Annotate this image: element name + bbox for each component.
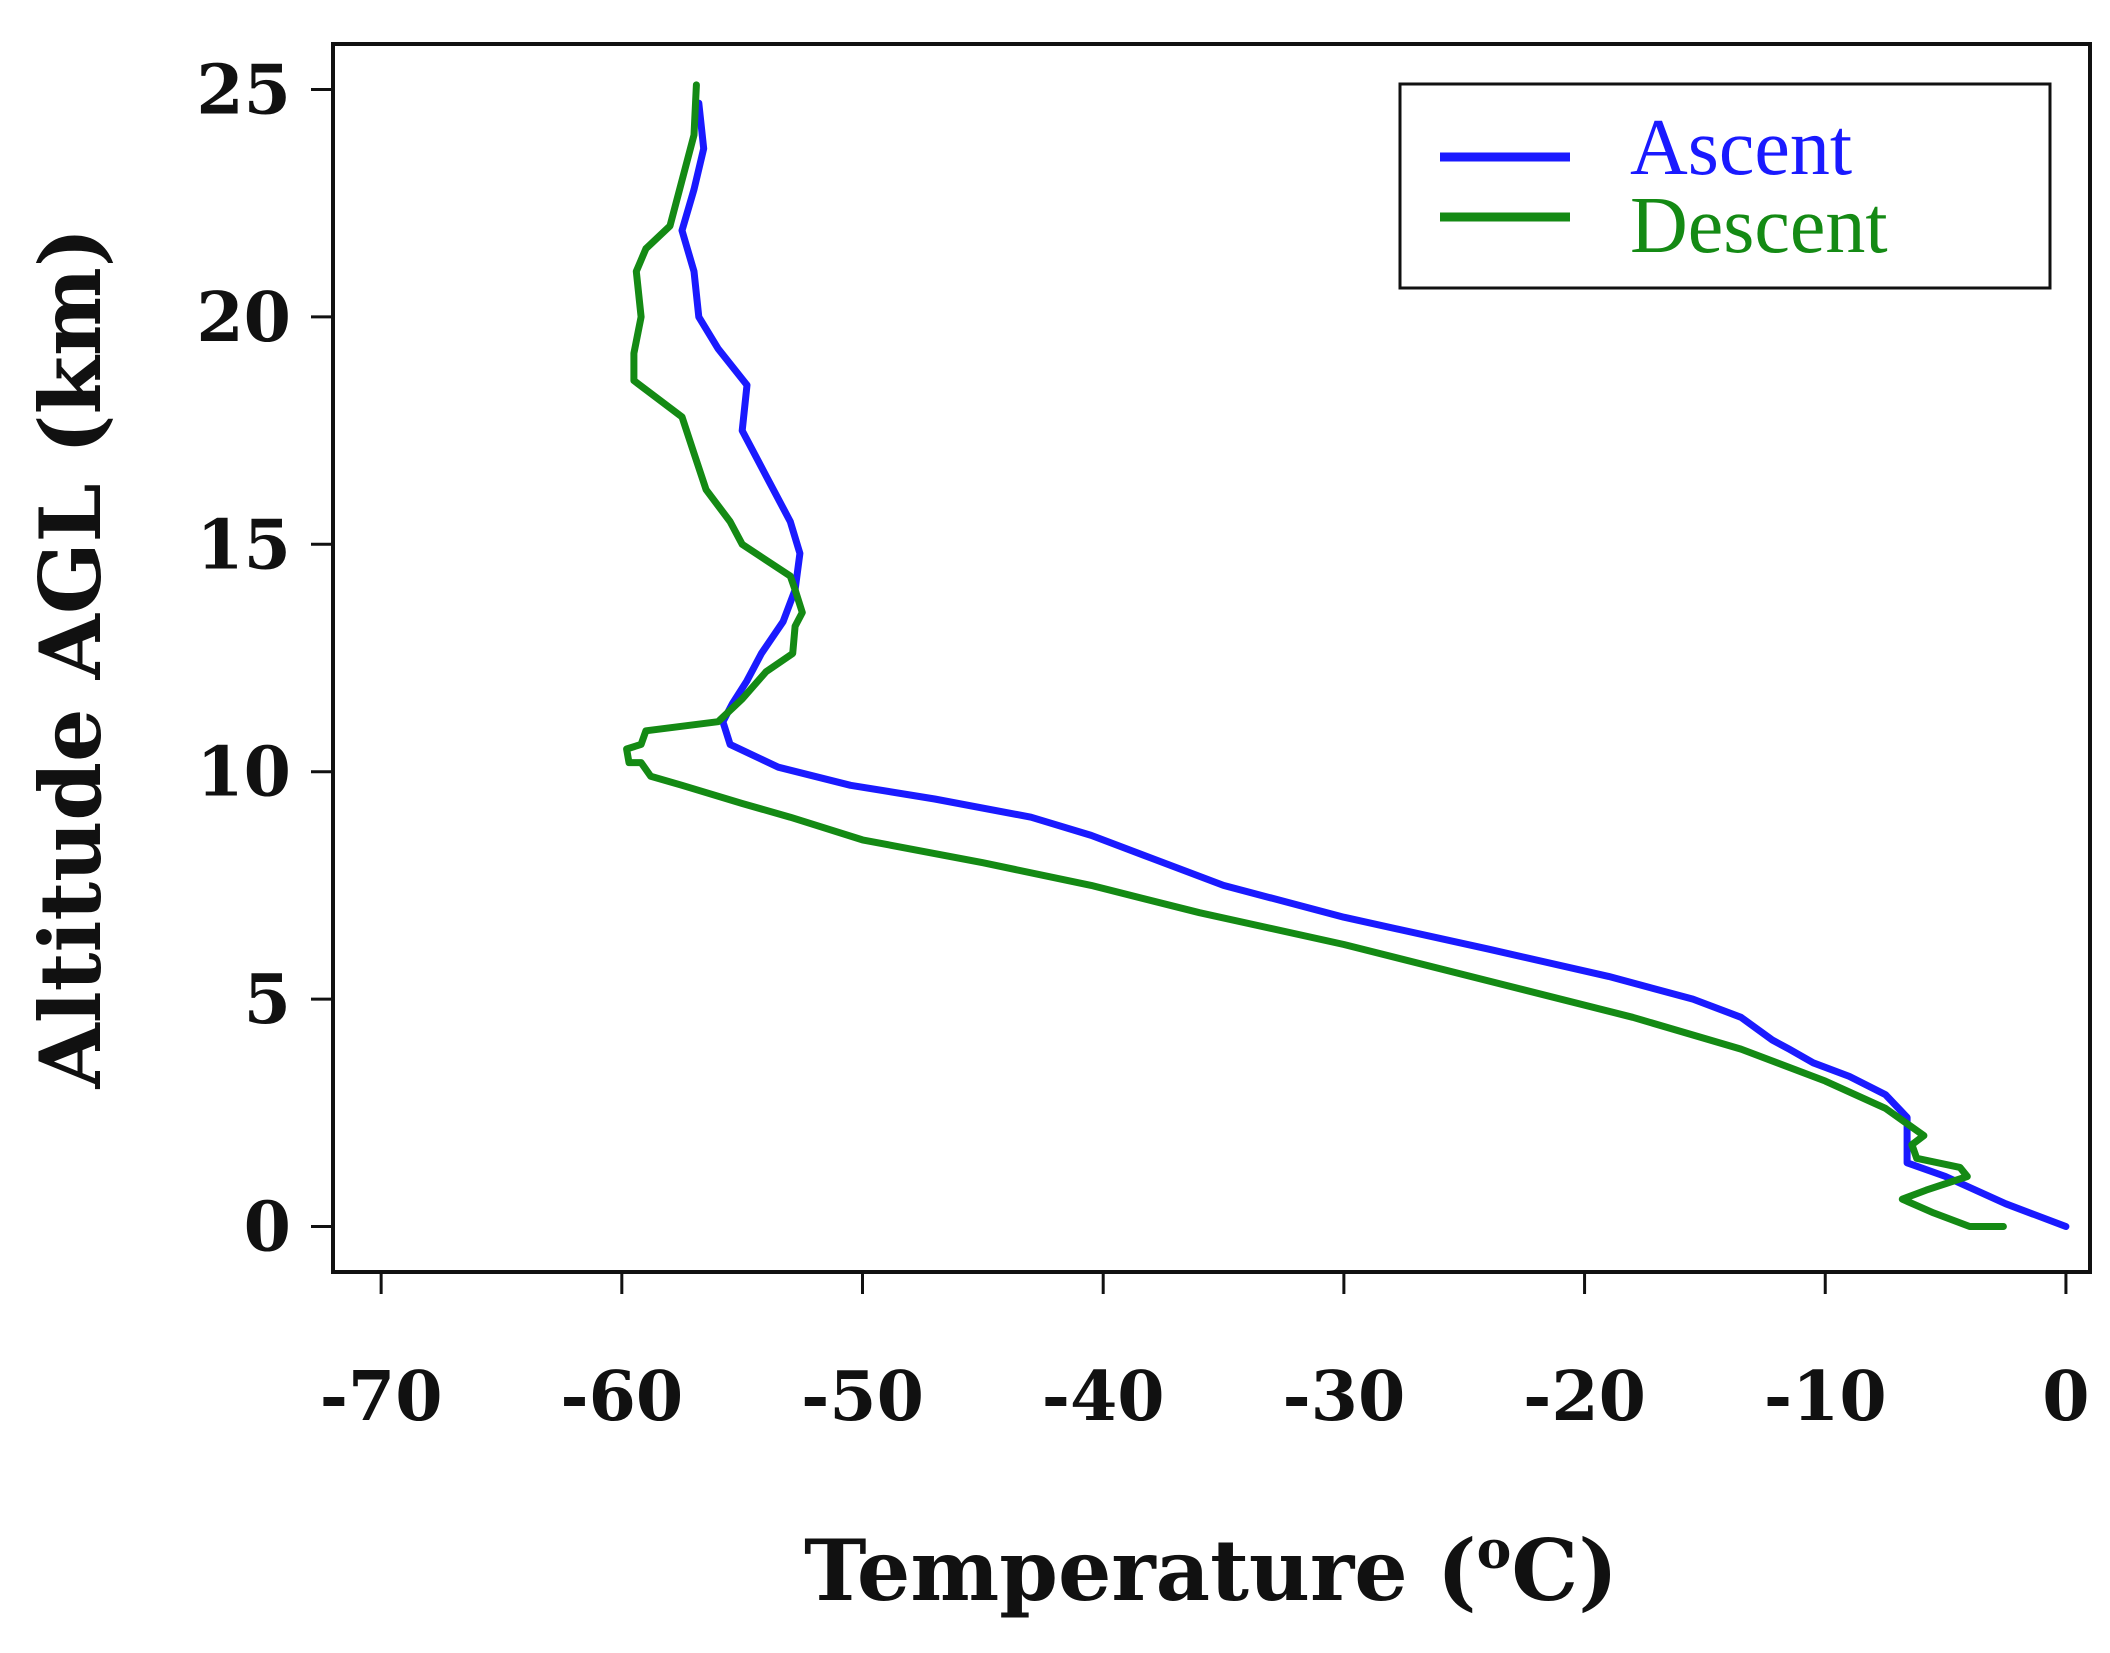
- y-tick-label: 15: [196, 505, 291, 585]
- y-tick-label: 10: [196, 733, 291, 813]
- legend-label-ascent: Ascent: [1630, 104, 1852, 192]
- x-tick-label: -60: [560, 1357, 683, 1437]
- x-tick-label: -20: [1523, 1357, 1646, 1437]
- x-tick-label: -10: [1764, 1357, 1887, 1437]
- plot-area-frame: [331, 42, 2092, 1274]
- y-tick-label: 20: [196, 278, 291, 358]
- x-tick-label: -40: [1042, 1357, 1165, 1437]
- legend: Ascent Descent: [1398, 82, 2052, 290]
- x-tick-label: -30: [1282, 1357, 1405, 1437]
- y-tick-label: 25: [196, 50, 291, 130]
- x-tick-label: -70: [320, 1357, 443, 1437]
- x-axis-ticks: -70 -60 -50 -40 -30 -20 -10 0: [320, 1272, 2090, 1437]
- x-axis-title: Temperature (oC): [804, 1520, 1618, 1620]
- legend-box: [1398, 82, 2052, 290]
- y-axis-ticks: 0 5 10 15 20 25: [196, 50, 333, 1268]
- x-tick-label: 0: [2042, 1357, 2089, 1437]
- series-layer: [623, 81, 2070, 1230]
- y-tick-label: 5: [244, 960, 291, 1040]
- legend-label-descent: Descent: [1630, 182, 1888, 270]
- y-axis-title: Altitude AGL (km): [21, 228, 120, 1090]
- y-tick-label: 0: [244, 1188, 291, 1268]
- x-tick-label: -50: [801, 1357, 924, 1437]
- series-line-descent: [623, 81, 2007, 1230]
- series-line-ascent: [678, 99, 2070, 1230]
